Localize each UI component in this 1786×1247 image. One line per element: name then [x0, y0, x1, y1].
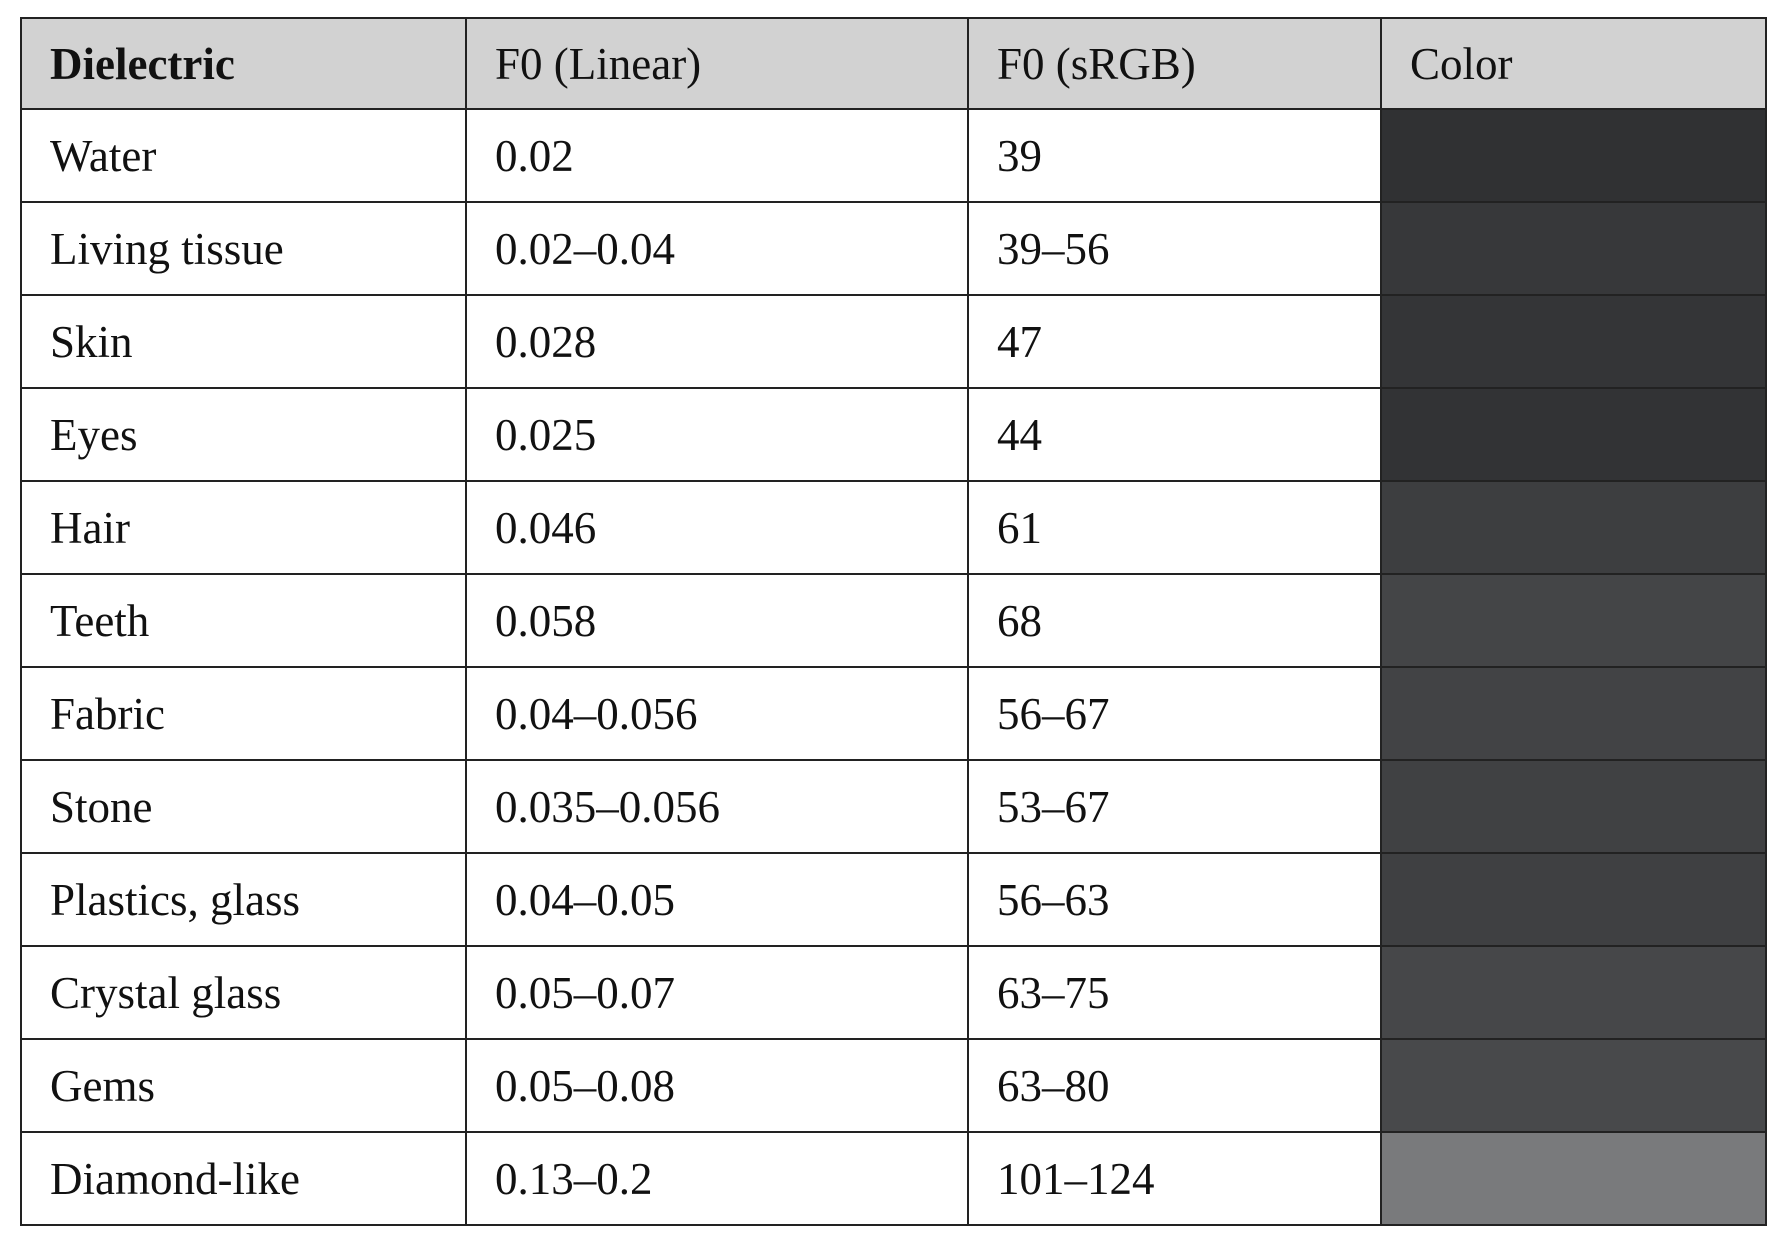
table-row: Skin 0.028 47	[20, 294, 1767, 389]
table-row: Plastics, glass 0.04–0.05 56–63	[20, 852, 1767, 947]
table-cell: 0.035–0.056	[465, 759, 969, 854]
color-swatch	[1380, 294, 1767, 389]
table-row: Teeth 0.058 68	[20, 573, 1767, 668]
color-swatch	[1380, 759, 1767, 854]
table-cell: 39	[967, 108, 1382, 203]
table-cell: 47	[967, 294, 1382, 389]
table-cell: 0.04–0.05	[465, 852, 969, 947]
table-cell: 0.025	[465, 387, 969, 482]
table-cell: Stone	[20, 759, 467, 854]
table-row: Water 0.02 39	[20, 108, 1767, 203]
table-cell: 68	[967, 573, 1382, 668]
table-cell: 44	[967, 387, 1382, 482]
table-cell: Plastics, glass	[20, 852, 467, 947]
color-swatch	[1380, 666, 1767, 761]
table-cell: 0.13–0.2	[465, 1131, 969, 1226]
table-cell: 56–67	[967, 666, 1382, 761]
table-cell: 63–75	[967, 945, 1382, 1040]
table-cell: 61	[967, 480, 1382, 575]
color-swatch	[1380, 945, 1767, 1040]
table-cell: 0.058	[465, 573, 969, 668]
table-row: Crystal glass 0.05–0.07 63–75	[20, 945, 1767, 1040]
table-cell: 101–124	[967, 1131, 1382, 1226]
header-cell: F0 (sRGB)	[967, 17, 1382, 110]
table-cell: 0.04–0.056	[465, 666, 969, 761]
header-cell: Color	[1380, 17, 1767, 110]
table-cell: 56–63	[967, 852, 1382, 947]
table-row: Diamond-like 0.13–0.2 101–124	[20, 1131, 1767, 1226]
color-swatch	[1380, 1131, 1767, 1226]
table-cell: Eyes	[20, 387, 467, 482]
color-swatch	[1380, 852, 1767, 947]
table-cell: 53–67	[967, 759, 1382, 854]
table-row: Hair 0.046 61	[20, 480, 1767, 575]
color-swatch	[1380, 201, 1767, 296]
header-cell: Dielectric	[20, 17, 467, 110]
color-swatch	[1380, 387, 1767, 482]
color-swatch	[1380, 108, 1767, 203]
table-cell: 39–56	[967, 201, 1382, 296]
table-cell: Crystal glass	[20, 945, 467, 1040]
table-cell: Hair	[20, 480, 467, 575]
table-cell: 0.02	[465, 108, 969, 203]
table-row: Stone 0.035–0.056 53–67	[20, 759, 1767, 854]
table-cell: 0.05–0.07	[465, 945, 969, 1040]
table-row: Eyes 0.025 44	[20, 387, 1767, 482]
table-row: Gems 0.05–0.08 63–80	[20, 1038, 1767, 1133]
header-cell: F0 (Linear)	[465, 17, 969, 110]
table-cell: Diamond-like	[20, 1131, 467, 1226]
table-cell: 0.028	[465, 294, 969, 389]
header-row: Dielectric F0 (Linear) F0 (sRGB) Color	[20, 17, 1767, 110]
table-row: Fabric 0.04–0.056 56–67	[20, 666, 1767, 761]
table-cell: Skin	[20, 294, 467, 389]
table-cell: 63–80	[967, 1038, 1382, 1133]
color-swatch	[1380, 1038, 1767, 1133]
color-swatch	[1380, 573, 1767, 668]
table-cell: 0.02–0.04	[465, 201, 969, 296]
color-swatch	[1380, 480, 1767, 575]
table-cell: Teeth	[20, 573, 467, 668]
table-cell: Gems	[20, 1038, 467, 1133]
table-cell: 0.046	[465, 480, 969, 575]
table-cell: Living tissue	[20, 201, 467, 296]
table-cell: Water	[20, 108, 467, 203]
table-row: Living tissue 0.02–0.04 39–56	[20, 201, 1767, 296]
dielectric-table: Dielectric F0 (Linear) F0 (sRGB) Color Wate…	[20, 17, 1767, 1226]
table-cell: 0.05–0.08	[465, 1038, 969, 1133]
table-cell: Fabric	[20, 666, 467, 761]
